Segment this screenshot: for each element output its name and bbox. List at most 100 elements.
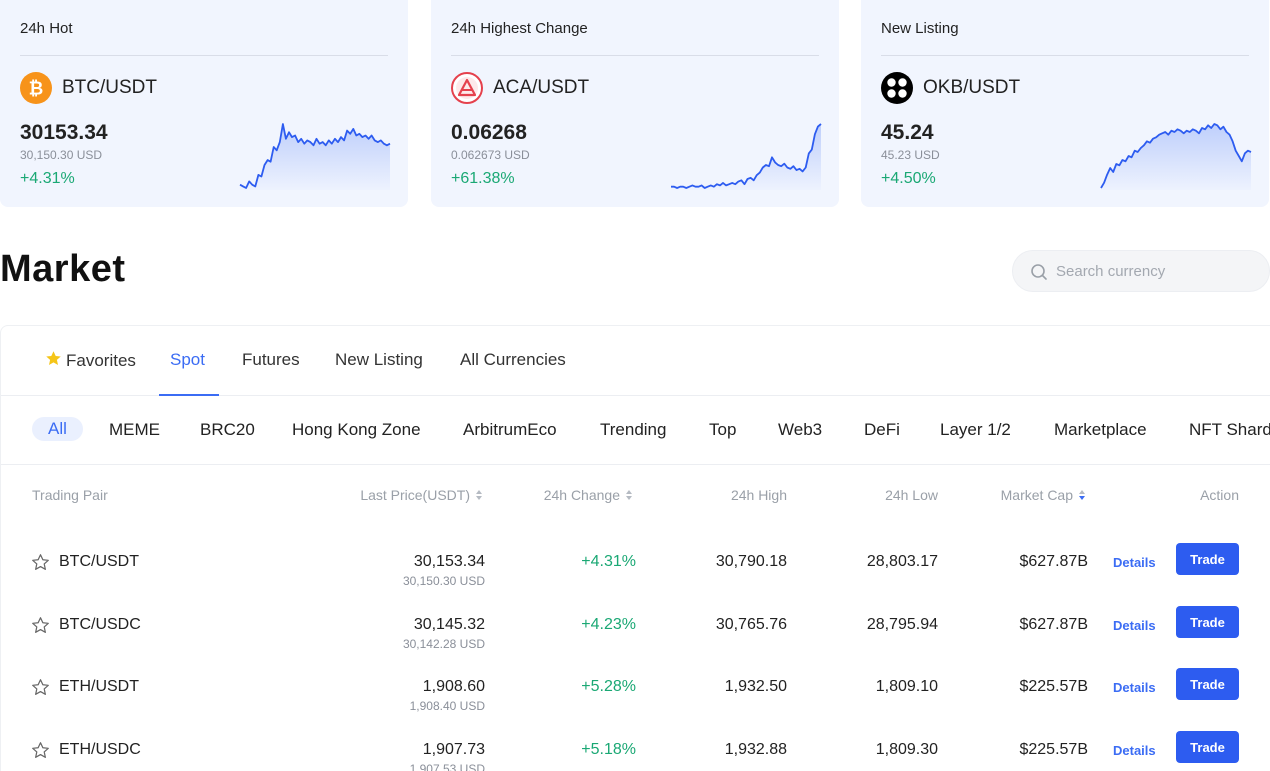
details-link[interactable]: Details (1113, 680, 1156, 695)
low-24h: 1,809.10 (875, 678, 938, 695)
pair-name[interactable]: BTC/USDT (59, 553, 139, 570)
category-nft-shard[interactable]: NFT Shard (1189, 420, 1270, 439)
aca-icon (451, 72, 483, 104)
card-new-listing[interactable]: New Listing OKB/USDT 45.24 45.23 USD +4.… (861, 0, 1269, 207)
category-defi[interactable]: DeFi (864, 420, 900, 439)
tab-spot[interactable]: Spot (170, 350, 205, 369)
table-header: Trading Pair Last Price(USDT) 24h Change… (1, 465, 1270, 527)
sort-icon (476, 490, 482, 500)
trade-button[interactable]: Trade (1176, 606, 1239, 638)
category-layer-1-2[interactable]: Layer 1/2 (940, 420, 1011, 439)
market-panel: Favorites Spot Futures New Listing All C… (0, 325, 1270, 771)
last-price-usd: 1,907.53 USD (409, 762, 485, 771)
change-24h: +4.23% (581, 616, 636, 633)
search-box[interactable] (1012, 250, 1270, 292)
card-pair: OKB/USDT (923, 77, 1021, 98)
card-divider (451, 55, 819, 56)
category-filter: All MEME BRC20 Hong Kong Zone ArbitrumEc… (1, 396, 1270, 465)
card-24h-highest-change[interactable]: 24h Highest Change ACA/USDT 0.06268 0.06… (431, 0, 839, 207)
category-brc20[interactable]: BRC20 (200, 420, 255, 439)
sparkline-area (1101, 124, 1251, 190)
card-change: +4.50% (881, 170, 936, 187)
table-row[interactable]: ETH/USDT 1,908.60 1,908.40 USD +5.28% 1,… (1, 668, 1270, 730)
category-top[interactable]: Top (709, 420, 737, 439)
card-price: 0.06268 (451, 121, 527, 144)
highlight-cards: 24h Hot ₿ BTC/USDT 30153.34 30,150.30 US… (0, 0, 1270, 207)
last-price: 1,907.73 (422, 741, 485, 758)
high-24h: 1,932.50 (724, 678, 787, 695)
header-trading-pair: Trading Pair (32, 487, 108, 503)
trade-button[interactable]: Trade (1176, 668, 1239, 700)
header-24h-high: 24h High (730, 487, 787, 503)
sparkline-line (239, 123, 391, 189)
favorite-star-icon[interactable] (31, 741, 50, 760)
favorite-star-icon[interactable] (31, 553, 50, 572)
card-price-usd: 0.062673 USD (451, 148, 530, 162)
details-link[interactable]: Details (1113, 618, 1156, 633)
header-label: Market Cap (1000, 487, 1073, 503)
header-market-cap[interactable]: Market Cap (1001, 487, 1086, 503)
page-title: Market (0, 248, 126, 290)
sparkline-chart (671, 122, 822, 190)
search-input[interactable] (1056, 259, 1256, 283)
tab-all-currencies[interactable]: All Currencies (460, 350, 566, 369)
sparkline-area (240, 124, 390, 190)
card-change: +4.31% (20, 170, 75, 187)
low-24h: 1,809.30 (875, 741, 938, 758)
trade-button[interactable]: Trade (1176, 731, 1239, 763)
header-24h-low: 24h Low (885, 487, 938, 503)
favorite-star-icon[interactable] (31, 678, 50, 697)
change-24h: +4.31% (581, 553, 636, 570)
pair-name[interactable]: ETH/USDC (59, 741, 141, 758)
sparkline-chart (1100, 122, 1252, 190)
star-icon (46, 351, 61, 365)
card-title: New Listing (881, 20, 959, 37)
card-price-usd: 30,150.30 USD (20, 148, 103, 162)
tab-futures[interactable]: Futures (242, 350, 300, 369)
market-cap: $627.87B (1019, 553, 1088, 570)
category-arbitrumeco[interactable]: ArbitrumEco (463, 420, 557, 439)
category-web3[interactable]: Web3 (778, 420, 823, 439)
pair-name[interactable]: BTC/USDC (59, 616, 141, 633)
sparkline-area (671, 124, 821, 190)
card-title: 24h Highest Change (451, 20, 588, 37)
table-row[interactable]: ETH/USDC 1,907.73 1,907.53 USD +5.18% 1,… (1, 731, 1270, 771)
header-last-price[interactable]: Last Price(USDT) (360, 487, 483, 503)
low-24h: 28,803.17 (866, 553, 938, 570)
category-meme[interactable]: MEME (109, 420, 160, 439)
card-divider (881, 55, 1249, 56)
details-link[interactable]: Details (1113, 555, 1156, 570)
last-price: 30,153.34 (413, 553, 485, 570)
tab-label: Favorites (66, 351, 136, 370)
high-24h: 1,932.88 (724, 741, 787, 758)
last-price: 30,145.32 (413, 616, 485, 633)
card-24h-hot[interactable]: 24h Hot ₿ BTC/USDT 30153.34 30,150.30 US… (0, 0, 408, 207)
pair-name[interactable]: ETH/USDT (59, 678, 139, 695)
bitcoin-icon: ₿ (20, 72, 52, 104)
category-trending[interactable]: Trending (600, 420, 667, 439)
table-row[interactable]: BTC/USDT 30,153.34 30,150.30 USD +4.31% … (1, 543, 1270, 605)
high-24h: 30,765.76 (715, 616, 787, 633)
category-hong-kong-zone[interactable]: Hong Kong Zone (292, 420, 421, 439)
details-link[interactable]: Details (1113, 743, 1156, 758)
favorite-star-icon[interactable] (31, 616, 50, 635)
market-cap: $225.57B (1019, 678, 1088, 695)
card-change: +61.38% (451, 170, 515, 187)
tab-favorites[interactable]: Favorites (45, 350, 136, 371)
search-icon (1031, 264, 1047, 280)
high-24h: 30,790.18 (715, 553, 787, 570)
sparkline-line (671, 123, 822, 189)
low-24h: 28,795.94 (866, 616, 938, 633)
header-24h-change[interactable]: 24h Change (544, 487, 633, 503)
card-pair: ACA/USDT (493, 77, 590, 98)
table-row[interactable]: BTC/USDC 30,145.32 30,142.28 USD +4.23% … (1, 606, 1270, 668)
tab-new-listing[interactable]: New Listing (335, 350, 423, 369)
okb-icon (881, 72, 913, 104)
trade-button[interactable]: Trade (1176, 543, 1239, 575)
card-price-usd: 45.23 USD (881, 148, 940, 162)
change-24h: +5.18% (581, 741, 636, 758)
svg-text:₿: ₿ (29, 79, 44, 100)
category-marketplace[interactable]: Marketplace (1054, 420, 1147, 439)
sort-icon (626, 490, 632, 500)
category-all[interactable]: All (32, 417, 83, 441)
